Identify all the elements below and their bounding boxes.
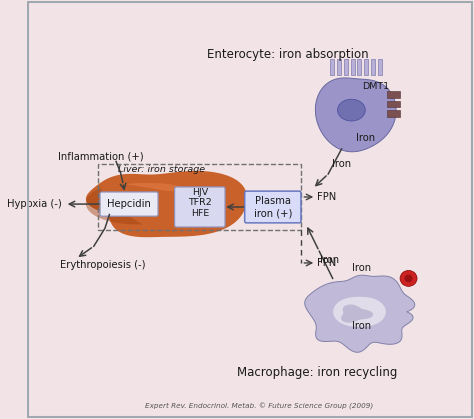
Text: Hypoxia (-): Hypoxia (-) xyxy=(7,199,62,209)
Text: HFE: HFE xyxy=(191,209,209,218)
Polygon shape xyxy=(315,78,396,152)
Text: Liver: iron storage: Liver: iron storage xyxy=(118,166,205,174)
Bar xyxy=(337,59,341,75)
Text: Enterocyte: iron absorption: Enterocyte: iron absorption xyxy=(207,48,369,61)
Text: Expert Rev. Endocrinol. Metab. © Future Science Group (2009): Expert Rev. Endocrinol. Metab. © Future … xyxy=(145,403,373,410)
Bar xyxy=(378,59,382,75)
Text: TFR2: TFR2 xyxy=(188,198,212,207)
Bar xyxy=(350,59,355,75)
Text: FPN: FPN xyxy=(317,258,337,268)
Bar xyxy=(387,91,400,98)
Text: Iron: Iron xyxy=(356,133,375,143)
Polygon shape xyxy=(126,183,190,192)
Text: Iron: Iron xyxy=(352,263,371,273)
FancyBboxPatch shape xyxy=(245,191,301,223)
Text: Plasma
iron (+): Plasma iron (+) xyxy=(254,196,292,218)
Text: HJV: HJV xyxy=(191,188,208,197)
Text: Iron: Iron xyxy=(332,158,351,168)
Text: FPN: FPN xyxy=(317,192,337,202)
Text: Erythropoiesis (-): Erythropoiesis (-) xyxy=(60,260,146,269)
Bar xyxy=(344,59,347,75)
FancyBboxPatch shape xyxy=(174,187,225,227)
Bar xyxy=(330,59,334,75)
Text: Iron: Iron xyxy=(320,256,339,266)
Bar xyxy=(371,59,375,75)
Polygon shape xyxy=(86,188,143,225)
Ellipse shape xyxy=(400,271,417,286)
Text: Hepcidin: Hepcidin xyxy=(107,199,151,209)
FancyBboxPatch shape xyxy=(100,192,158,216)
Bar xyxy=(387,110,400,117)
Polygon shape xyxy=(333,297,386,327)
Bar xyxy=(365,59,368,75)
Text: Iron: Iron xyxy=(352,321,371,331)
Polygon shape xyxy=(305,275,415,352)
Polygon shape xyxy=(341,305,373,323)
Ellipse shape xyxy=(404,274,412,282)
Bar xyxy=(98,163,301,230)
Text: DMT1: DMT1 xyxy=(363,82,390,91)
Text: Macrophage: iron recycling: Macrophage: iron recycling xyxy=(237,366,397,379)
Ellipse shape xyxy=(337,99,365,121)
Polygon shape xyxy=(86,171,247,237)
Text: Inflammation (+): Inflammation (+) xyxy=(58,151,144,161)
Bar xyxy=(357,59,362,75)
Bar xyxy=(387,101,400,107)
